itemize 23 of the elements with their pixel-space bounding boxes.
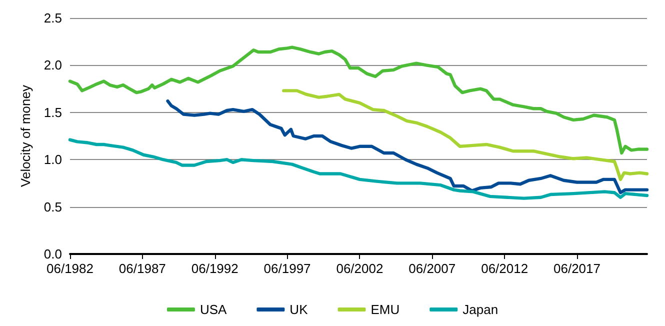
y-tick-label: 0.5	[44, 199, 62, 214]
y-tick-label: 2.0	[44, 58, 62, 73]
x-tick-label: 06/2007	[408, 261, 456, 276]
y-axis-title: Velocity of money	[18, 84, 33, 187]
y-tick-label: 1.5	[44, 104, 62, 120]
legend-label: USA	[200, 302, 228, 317]
legend-label: UK	[290, 302, 308, 317]
x-tick-label: 06/1987	[118, 261, 166, 276]
line-series	[68, 138, 649, 200]
x-tick-label: 06/1982	[46, 261, 94, 276]
x-tick-label: 06/2002	[336, 261, 384, 276]
x-tick-label: 06/1997	[264, 261, 311, 276]
legend-label: Japan	[462, 302, 498, 317]
y-tick-label: 0.0	[44, 246, 62, 262]
line-series	[68, 46, 649, 155]
x-tick-label: 06/2017	[554, 261, 600, 276]
x-tick-label: 06/2012	[481, 261, 528, 276]
x-tick-label: 06/1992	[191, 261, 238, 276]
line-series	[166, 99, 649, 194]
y-tick-label: 2.5	[44, 10, 62, 26]
y-tick-label: 1.0	[44, 152, 62, 168]
line-series	[282, 89, 649, 182]
legend-label: EMU	[370, 302, 400, 317]
